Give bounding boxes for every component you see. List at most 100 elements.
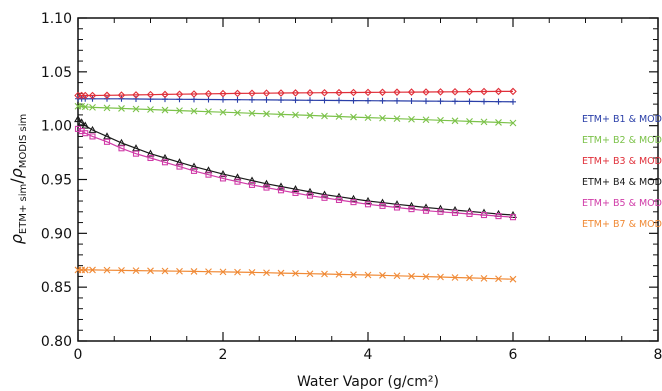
data-point [161,153,169,161]
x-tick-label: 2 [219,347,228,363]
data-point [118,105,125,112]
data-point [291,89,300,97]
series-line [77,118,514,216]
data-point [88,91,97,100]
data-point [219,268,227,276]
data-point [146,90,155,99]
data-point [321,112,328,120]
data-point [262,89,271,97]
data-point [335,192,343,200]
data-point [306,270,314,278]
x-tick-label: 4 [364,347,373,363]
x-axis: 0 2 4 6 8 [74,18,662,363]
data-point [147,106,154,113]
data-point [278,97,284,104]
data-point [82,130,89,137]
data-point [277,110,285,118]
data-point [219,108,227,116]
data-point [291,185,300,193]
data-point [407,201,416,209]
data-point [147,154,154,162]
data-point [466,98,473,105]
data-point [161,267,169,275]
data-point [378,88,387,97]
data-point [408,206,415,213]
data-point [509,87,517,96]
data-point [364,114,372,121]
data-point [321,270,328,278]
data-point [510,98,516,105]
data-point [495,275,502,283]
data-point [466,210,473,218]
data-point [263,110,270,118]
data-point [378,198,387,206]
data-point [81,266,89,274]
legend-item-6: ETM+ B7 & MOD B7 [582,219,662,230]
data-point [422,88,430,96]
data-point [233,173,242,181]
data-point [277,182,285,190]
data-point [394,97,400,104]
data-point [190,162,198,170]
series-1 [75,95,516,105]
data-point [161,106,169,114]
data-point [220,96,226,103]
data-point [349,88,358,97]
data-point [437,208,444,215]
data-point [379,271,386,279]
data-point [365,97,371,104]
data-point [321,194,328,201]
y-tick-label: 1.00 [41,119,72,135]
data-point [277,269,285,277]
data-point [495,213,502,220]
x-tick-label: 8 [654,347,662,363]
data-point [248,89,256,98]
data-point [146,149,155,157]
series-5 [74,125,517,221]
data-point [495,119,502,126]
data-point [364,196,372,204]
data-point [234,178,241,185]
data-point [204,166,213,174]
data-point [437,273,444,281]
data-point [81,121,90,129]
y-axis-title-rho2: ρ [7,168,26,178]
data-point [422,207,430,214]
data-point [219,89,227,98]
data-point [277,89,285,97]
data-point [494,87,503,96]
data-point [408,115,415,123]
data-point [336,97,342,104]
data-point [393,200,401,208]
data-point [81,91,90,100]
data-point [509,275,517,283]
data-point [480,87,488,96]
data-point [248,269,256,276]
data-point [465,87,474,96]
data-point [147,267,154,275]
data-point [81,103,89,111]
data-point [292,111,299,119]
data-point [480,211,488,219]
y-axis-title-slash: / [7,178,26,184]
data-point [175,90,184,99]
data-point [233,89,242,98]
data-point [161,90,169,99]
data-point [306,187,314,195]
data-point [262,179,271,187]
data-point [393,88,401,96]
data-point [263,269,270,277]
data-point [422,203,430,211]
y-axis-title: ρETM+ sim/ρMODIS sim [7,114,29,244]
legend-item-3: ETM+ B3 & MOD B1 [582,156,662,167]
data-point [335,270,343,278]
data-point [219,169,227,178]
data-point [89,133,96,140]
data-point [77,118,86,126]
data-point [132,150,140,157]
series-3 [74,87,517,100]
y-axis-title-rho1: ρ [7,234,26,244]
data-point [509,119,517,127]
